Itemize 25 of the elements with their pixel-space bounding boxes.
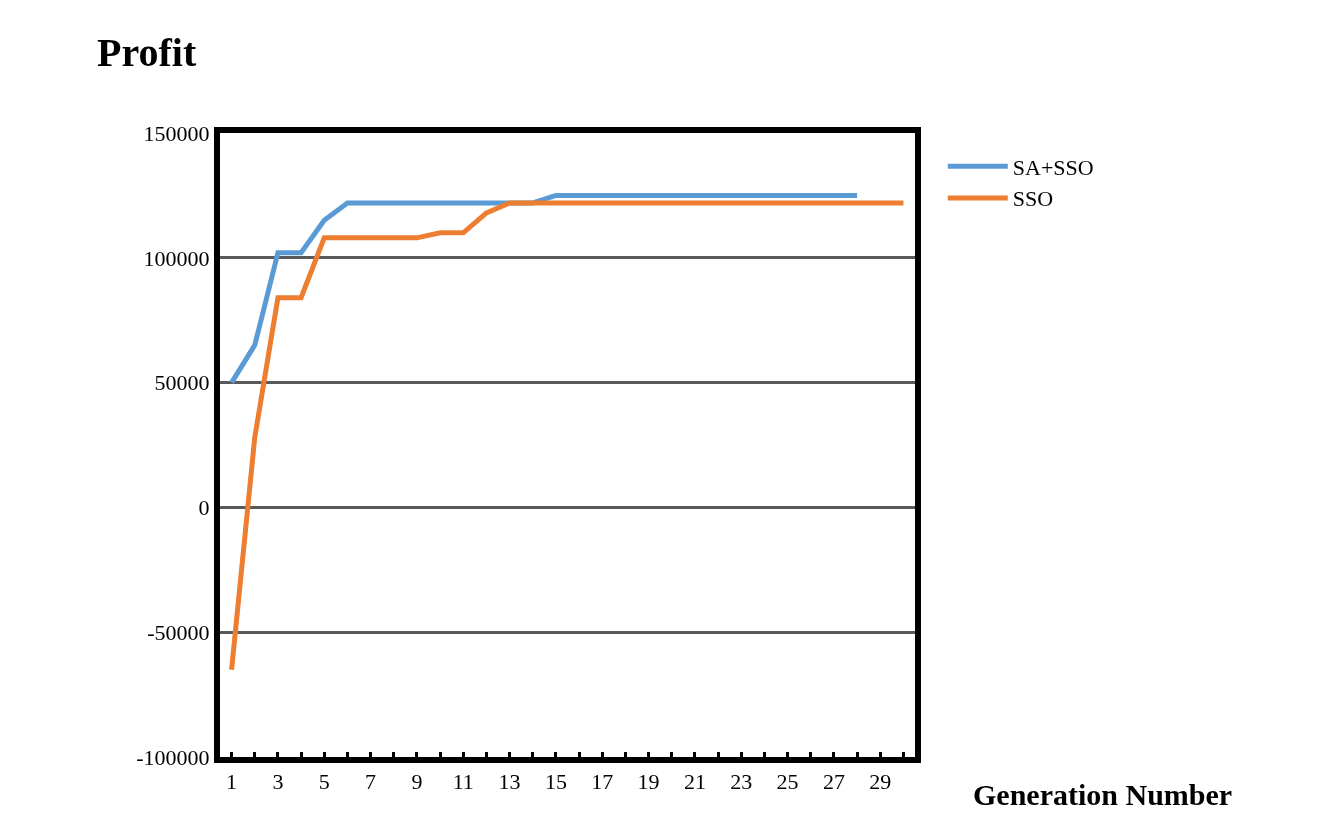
x-tick-label: 9 — [411, 769, 423, 795]
legend-label: SSO — [1012, 186, 1054, 212]
x-tick-label: 5 — [318, 769, 330, 795]
y-tick-label: 50000 — [154, 370, 210, 396]
x-tick-label: 7 — [365, 769, 377, 795]
x-tick-label: 19 — [637, 769, 660, 795]
y-tick-label: -50000 — [147, 619, 210, 645]
x-axis-title: Generation Number — [973, 778, 1233, 811]
y-tick-label: 100000 — [143, 245, 210, 271]
y-axis-title: Profit — [97, 30, 197, 75]
legend-label: SA+SSO — [1012, 154, 1094, 180]
x-tick-label: 23 — [730, 769, 753, 795]
x-tick-label: 3 — [272, 769, 284, 795]
x-tick-label: 27 — [822, 769, 845, 795]
x-tick-label: 15 — [544, 769, 567, 795]
y-tick-label: 0 — [198, 495, 210, 521]
x-tick-label: 11 — [452, 769, 474, 795]
x-tick-label: 21 — [683, 769, 706, 795]
y-tick-label: -100000 — [136, 744, 210, 770]
x-tick-label: 29 — [869, 769, 892, 795]
x-tick-label: 25 — [776, 769, 799, 795]
x-tick-label: 13 — [498, 769, 521, 795]
y-tick-label: 150000 — [143, 120, 210, 146]
x-tick-label: 1 — [226, 769, 238, 795]
x-tick-label: 17 — [591, 769, 614, 795]
